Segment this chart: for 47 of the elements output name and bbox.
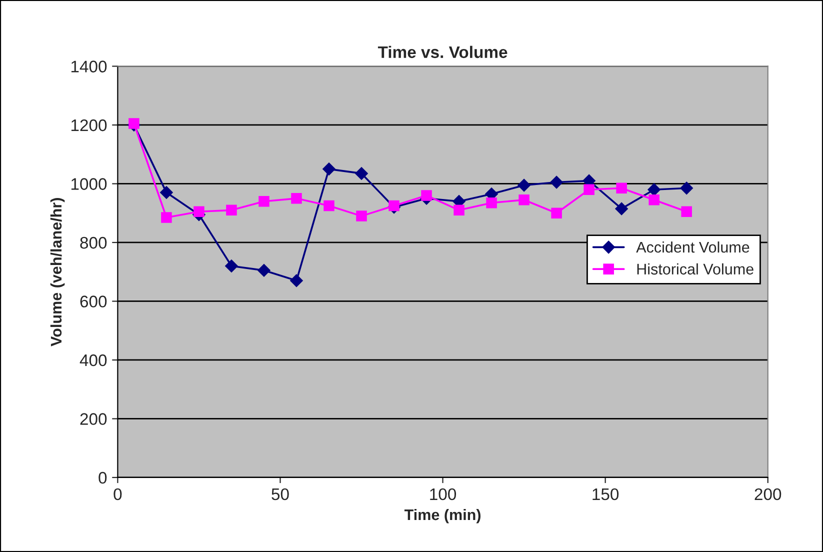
point [322,162,336,176]
y-axis-title: Volume (veh/lane/hr) [50,198,65,346]
point [421,190,432,201]
point [681,206,692,218]
point [160,186,173,199]
point [550,176,563,189]
point [648,194,660,206]
point [648,183,660,196]
chart-title: Time vs. Volume [378,46,508,58]
point [518,178,530,192]
point [486,197,497,208]
point [616,182,627,194]
y-tick-label: 0 [98,472,107,484]
x-tick-label: 50 [272,488,289,500]
point [226,204,237,216]
legend-label: Historical Volume [637,263,754,275]
y-tick-label: 200 [80,413,107,425]
point [161,212,172,223]
point [615,202,628,216]
y-tick-label: 1000 [71,178,107,190]
point [356,210,367,222]
y-tick-label: 400 [80,354,107,366]
point [258,264,270,277]
x-tick-label: 0 [114,488,122,500]
point [291,193,302,204]
y-tick-label: 600 [80,296,107,308]
point [128,118,140,129]
point [258,196,270,207]
point [518,194,530,206]
point [680,182,693,195]
point [290,274,303,288]
y-tick-label: 1400 [71,60,107,72]
x-tick-label: 150 [592,488,619,500]
point [454,204,464,216]
x-axis-title: Time (min) [404,508,480,524]
y-tick-label: 1200 [71,119,107,132]
x-tick-label: 100 [430,488,456,500]
legend-label: Accident Volume [636,241,750,253]
point [194,206,204,218]
point [584,184,594,195]
point [355,167,368,180]
point [551,208,562,218]
point [225,260,238,272]
y-tick-label: 800 [80,236,107,249]
point [388,200,400,212]
x-tick-label: 200 [754,488,782,500]
point [324,200,334,212]
